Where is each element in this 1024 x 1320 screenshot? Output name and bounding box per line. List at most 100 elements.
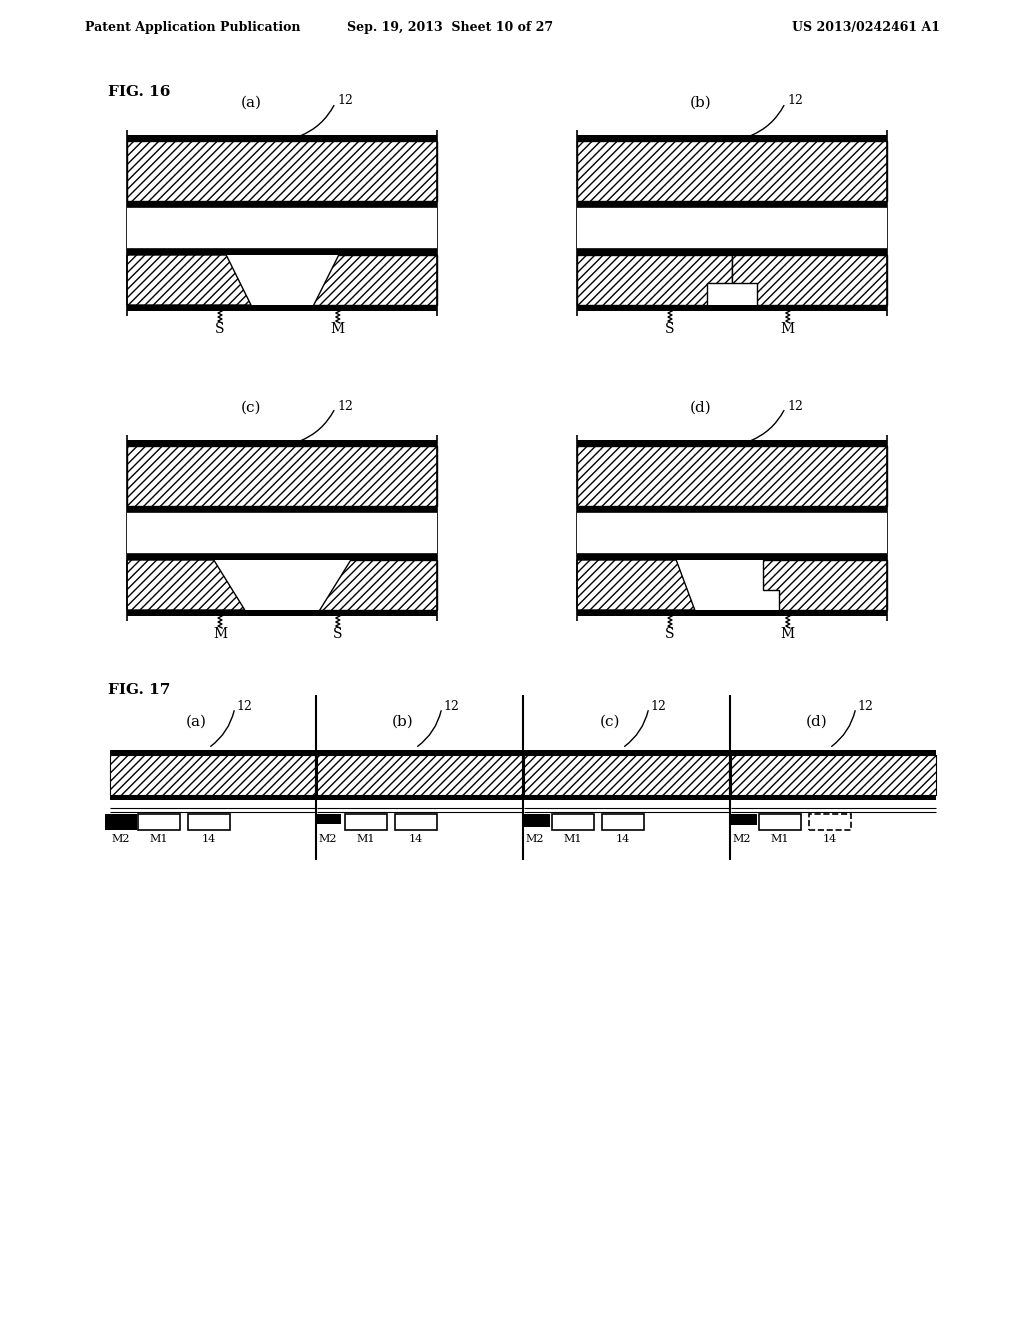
- Bar: [522, 814, 550, 826]
- Text: M1: M1: [356, 834, 375, 843]
- Bar: [577, 201, 887, 207]
- Text: M2: M2: [112, 834, 130, 843]
- Polygon shape: [127, 560, 245, 610]
- Text: 14: 14: [202, 834, 216, 843]
- Bar: [759, 814, 801, 830]
- Text: 14: 14: [409, 834, 423, 843]
- Bar: [317, 750, 522, 755]
- Bar: [731, 750, 936, 755]
- Text: 12: 12: [443, 700, 460, 713]
- Text: 12: 12: [787, 95, 803, 107]
- Text: 12: 12: [237, 700, 253, 713]
- Text: FIG. 17: FIG. 17: [108, 682, 170, 697]
- Polygon shape: [313, 255, 437, 305]
- Text: 12: 12: [337, 400, 353, 412]
- Polygon shape: [577, 255, 732, 305]
- Text: FIG. 16: FIG. 16: [108, 84, 170, 99]
- Bar: [577, 554, 887, 560]
- Bar: [577, 512, 887, 554]
- Bar: [127, 560, 437, 610]
- Text: (d): (d): [806, 715, 828, 729]
- Text: (c): (c): [600, 715, 621, 729]
- Text: Patent Application Publication: Patent Application Publication: [85, 21, 300, 33]
- Text: M1: M1: [564, 834, 583, 843]
- Bar: [577, 255, 887, 305]
- Bar: [524, 755, 729, 795]
- Bar: [577, 141, 887, 201]
- Text: M: M: [331, 322, 345, 337]
- Bar: [577, 305, 887, 312]
- Text: M2: M2: [318, 834, 337, 843]
- Text: Sep. 19, 2013  Sheet 10 of 27: Sep. 19, 2013 Sheet 10 of 27: [347, 21, 553, 33]
- Bar: [577, 135, 887, 141]
- Bar: [127, 305, 437, 312]
- Bar: [577, 560, 887, 610]
- Bar: [524, 795, 729, 800]
- Text: M2: M2: [733, 834, 752, 843]
- Bar: [809, 814, 851, 830]
- Text: M: M: [213, 627, 227, 642]
- Text: 14: 14: [615, 834, 630, 843]
- Bar: [127, 440, 437, 446]
- Bar: [188, 814, 230, 830]
- Bar: [577, 610, 887, 616]
- Polygon shape: [732, 255, 887, 305]
- Bar: [110, 755, 315, 795]
- Text: (b): (b): [392, 715, 414, 729]
- Bar: [731, 795, 936, 800]
- Bar: [395, 814, 437, 830]
- Bar: [731, 814, 757, 825]
- Text: S: S: [666, 322, 675, 337]
- Text: (c): (c): [241, 401, 261, 414]
- Text: M: M: [780, 627, 795, 642]
- Polygon shape: [127, 255, 251, 305]
- Text: (a): (a): [185, 715, 207, 729]
- Bar: [127, 135, 437, 141]
- Bar: [127, 249, 437, 255]
- Text: (a): (a): [241, 96, 261, 110]
- Text: (b): (b): [690, 96, 712, 110]
- Text: 12: 12: [650, 700, 667, 713]
- Bar: [127, 141, 437, 201]
- Text: S: S: [666, 627, 675, 642]
- Bar: [127, 506, 437, 512]
- Text: 12: 12: [337, 95, 353, 107]
- Bar: [105, 814, 137, 830]
- Bar: [577, 207, 887, 249]
- Bar: [524, 750, 729, 755]
- Text: (d): (d): [690, 401, 712, 414]
- Bar: [138, 814, 180, 830]
- Bar: [127, 610, 437, 616]
- Bar: [731, 755, 936, 795]
- Polygon shape: [319, 560, 437, 610]
- Bar: [127, 446, 437, 506]
- Text: M1: M1: [771, 834, 790, 843]
- Bar: [317, 755, 522, 795]
- Text: M: M: [780, 322, 795, 337]
- Bar: [577, 446, 887, 506]
- Bar: [127, 201, 437, 207]
- Polygon shape: [763, 560, 887, 610]
- Bar: [127, 512, 437, 554]
- Text: M2: M2: [525, 834, 544, 843]
- Text: 12: 12: [787, 400, 803, 412]
- Bar: [127, 554, 437, 560]
- Bar: [110, 795, 315, 800]
- Bar: [577, 440, 887, 446]
- Bar: [577, 249, 887, 255]
- Bar: [127, 207, 437, 249]
- Bar: [552, 814, 594, 830]
- Bar: [110, 750, 315, 755]
- Bar: [577, 506, 887, 512]
- Bar: [345, 814, 387, 830]
- Text: 14: 14: [823, 834, 838, 843]
- Text: M1: M1: [150, 834, 168, 843]
- Text: 12: 12: [858, 700, 873, 713]
- Text: S: S: [215, 322, 224, 337]
- Polygon shape: [577, 560, 695, 610]
- Bar: [317, 795, 522, 800]
- Text: S: S: [333, 627, 343, 642]
- Text: US 2013/0242461 A1: US 2013/0242461 A1: [792, 21, 940, 33]
- Bar: [127, 255, 437, 305]
- Bar: [317, 814, 341, 825]
